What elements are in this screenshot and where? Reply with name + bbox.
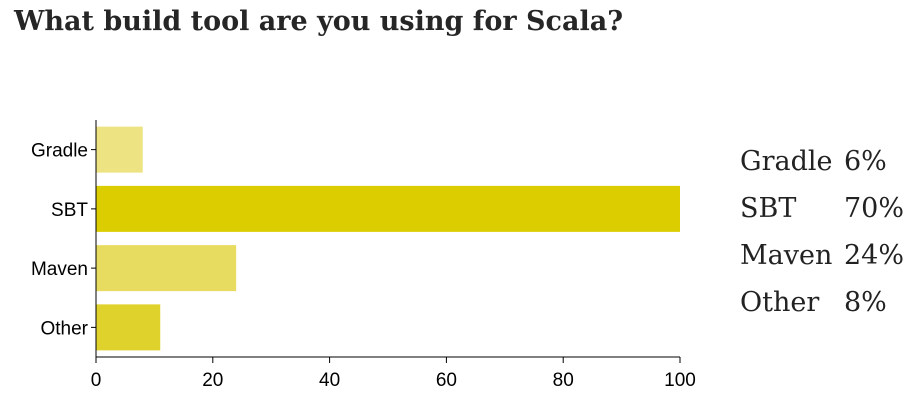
legend: Gradle 6% SBT 70% Maven 24% Other 8% — [740, 138, 904, 326]
y-tick-label: Gradle — [31, 141, 88, 162]
bar — [96, 304, 161, 351]
chart-title: What build tool are you using for Scala? — [14, 6, 624, 37]
legend-value: 6% — [844, 146, 887, 177]
y-tick-label: Maven — [31, 259, 88, 280]
y-tick-label: SBT — [51, 200, 88, 221]
legend-row: Gradle 6% — [740, 138, 904, 185]
legend-value: 24% — [844, 240, 905, 271]
bar — [96, 185, 680, 232]
legend-label: SBT — [740, 193, 797, 224]
x-tick-label: 100 — [664, 370, 696, 391]
legend-value: 8% — [844, 287, 887, 318]
x-tick-label: 40 — [319, 370, 340, 391]
legend-row: Maven 24% — [740, 232, 904, 279]
legend-value: 70% — [844, 193, 905, 224]
bar — [96, 126, 143, 173]
x-tick-label: 60 — [436, 370, 457, 391]
x-tick-label: 20 — [202, 370, 223, 391]
legend-row: SBT 70% — [740, 185, 904, 232]
legend-label: Gradle — [740, 146, 833, 177]
legend-label: Other — [740, 287, 820, 318]
legend-label: Maven — [740, 240, 833, 271]
y-tick-label: Other — [40, 318, 88, 339]
x-tick-label: 0 — [91, 370, 102, 391]
legend-row: Other 8% — [740, 279, 904, 326]
bar — [96, 245, 237, 292]
x-tick-label: 80 — [553, 370, 574, 391]
